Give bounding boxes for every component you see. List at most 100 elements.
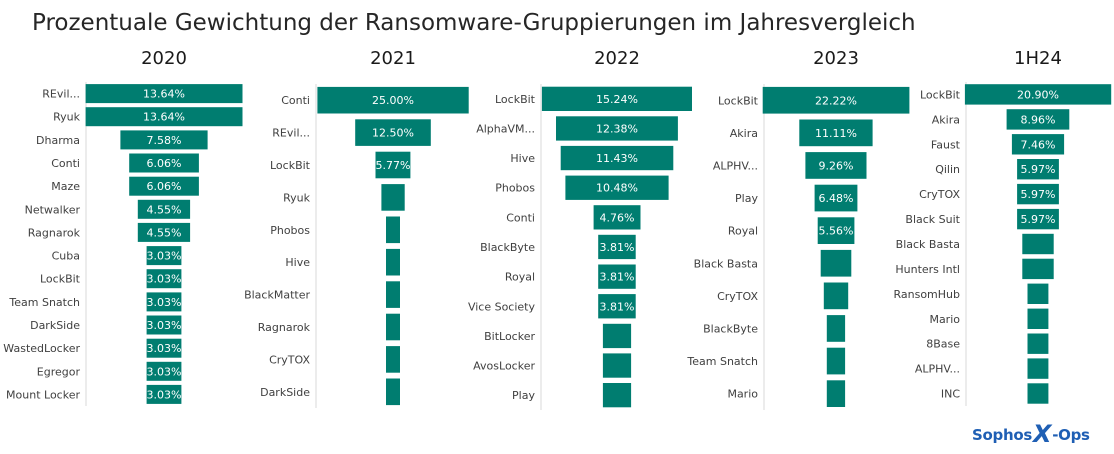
category-label: BitLocker	[484, 330, 535, 343]
bar-avoslocker	[602, 353, 632, 378]
bar-black-suit	[1017, 208, 1059, 230]
data-label: 3.03%	[147, 388, 182, 401]
logo-suffix: -Ops	[1052, 426, 1090, 444]
bar-faust	[1011, 134, 1065, 155]
category-label: DarkSide	[260, 386, 310, 399]
panel-year-2023: 2023	[813, 48, 859, 69]
bar-bitlocker	[602, 323, 632, 349]
category-label: Conti	[506, 211, 535, 224]
panel-year-2022: 2022	[594, 48, 640, 69]
data-label: 8.96%	[1021, 113, 1056, 126]
bar-ryuk	[85, 107, 243, 127]
category-label: Mario	[727, 388, 758, 401]
sophos-xops-logo: SophosX-Ops	[972, 418, 1090, 448]
category-label: Phobos	[270, 224, 310, 237]
data-label: 5.56%	[819, 225, 854, 238]
category-label: Team Snatch	[8, 296, 80, 309]
data-label: 3.03%	[147, 342, 182, 355]
category-label: Royal	[728, 225, 758, 238]
bar-mount-locker	[146, 384, 182, 404]
data-label: 6.48%	[819, 192, 854, 205]
category-label: Phobos	[495, 182, 535, 195]
data-label: 4.55%	[147, 203, 182, 216]
data-label: 10.48%	[596, 182, 638, 195]
bar-royal	[817, 217, 855, 244]
category-label: Conti	[51, 157, 80, 170]
category-label: LockBit	[270, 159, 311, 172]
data-label: 5.97%	[1021, 163, 1056, 176]
category-label: CryTOX	[919, 188, 960, 201]
bar-alphv	[805, 152, 867, 179]
category-label: Black Basta	[896, 238, 960, 251]
category-label: Ryuk	[283, 191, 311, 204]
category-label: Faust	[931, 138, 961, 151]
category-label: AvosLocker	[473, 360, 535, 373]
bar-royal	[598, 264, 636, 289]
bar-darkside	[146, 315, 182, 335]
category-label: Maze	[51, 180, 80, 193]
bar-mario	[1027, 308, 1049, 329]
data-label: 5.97%	[1021, 188, 1056, 201]
bar-maze	[129, 176, 199, 196]
data-label: 20.90%	[1017, 88, 1059, 101]
category-label: Team Snatch	[686, 355, 758, 368]
category-label: Conti	[281, 94, 310, 107]
category-label: 8Base	[926, 338, 960, 351]
bar-inc	[1027, 383, 1049, 404]
logo-name: Sophos	[972, 426, 1032, 444]
data-label: 3.03%	[147, 250, 182, 263]
category-label: Play	[512, 389, 535, 402]
category-label: Cuba	[52, 250, 80, 263]
bar-8base	[1027, 333, 1049, 354]
data-label: 13.64%	[143, 111, 185, 124]
bar-team-snatch	[146, 292, 182, 312]
bar-akira	[799, 119, 873, 147]
data-label: 11.11%	[815, 127, 857, 140]
category-label: LockBit	[40, 273, 81, 286]
bar-conti	[129, 153, 199, 173]
data-label: 12.50%	[372, 127, 414, 140]
data-label: 7.46%	[1021, 138, 1056, 151]
bar-ragnarok	[386, 313, 400, 341]
category-label: Mount Locker	[6, 388, 80, 401]
category-label: ALPHV...	[713, 160, 758, 173]
category-label: Vice Society	[468, 300, 536, 313]
data-label: 4.76%	[600, 211, 635, 224]
data-label: 4.55%	[147, 226, 182, 239]
data-label: 12.38%	[596, 122, 638, 135]
data-label: 3.81%	[600, 241, 635, 254]
data-label: 7.58%	[147, 134, 182, 147]
panel-year-2020: 2020	[141, 48, 187, 69]
bar-blackbyte	[598, 234, 636, 260]
bar-crytox	[386, 346, 400, 373]
bar-lockbit	[375, 151, 411, 179]
category-label: Hive	[285, 256, 310, 269]
category-label: Ragnarok	[28, 226, 81, 239]
category-label: Egregor	[37, 365, 81, 378]
bar-cuba	[146, 246, 182, 266]
category-label: LockBit	[718, 94, 759, 107]
category-label: Ragnarok	[258, 321, 311, 334]
chart-title: Prozentuale Gewichtung der Ransomware-Gr…	[32, 10, 916, 36]
category-label: BlackMatter	[244, 289, 310, 302]
bar-ransomhub	[1027, 283, 1049, 304]
bar-alphavm	[556, 116, 678, 141]
data-label: 11.43%	[596, 152, 638, 165]
bar-play	[814, 184, 858, 212]
panel-year-2021: 2021	[370, 48, 416, 69]
panel-year-1h24: 1H24	[1014, 48, 1062, 69]
category-label: Hive	[510, 152, 535, 165]
data-label: 3.81%	[600, 271, 635, 284]
data-label: 5.77%	[376, 159, 411, 172]
bar-netwalker	[137, 199, 191, 219]
data-label: 6.06%	[147, 157, 182, 170]
bar-akira	[1006, 109, 1070, 130]
bar-black-basta	[820, 249, 852, 277]
bar-conti	[317, 86, 469, 114]
data-label: 25.00%	[372, 94, 414, 107]
logo-x-mark: X	[1032, 420, 1052, 448]
bar-lockbit	[146, 269, 182, 289]
category-label: DarkSide	[30, 319, 80, 332]
bar-alphv	[1027, 358, 1049, 379]
